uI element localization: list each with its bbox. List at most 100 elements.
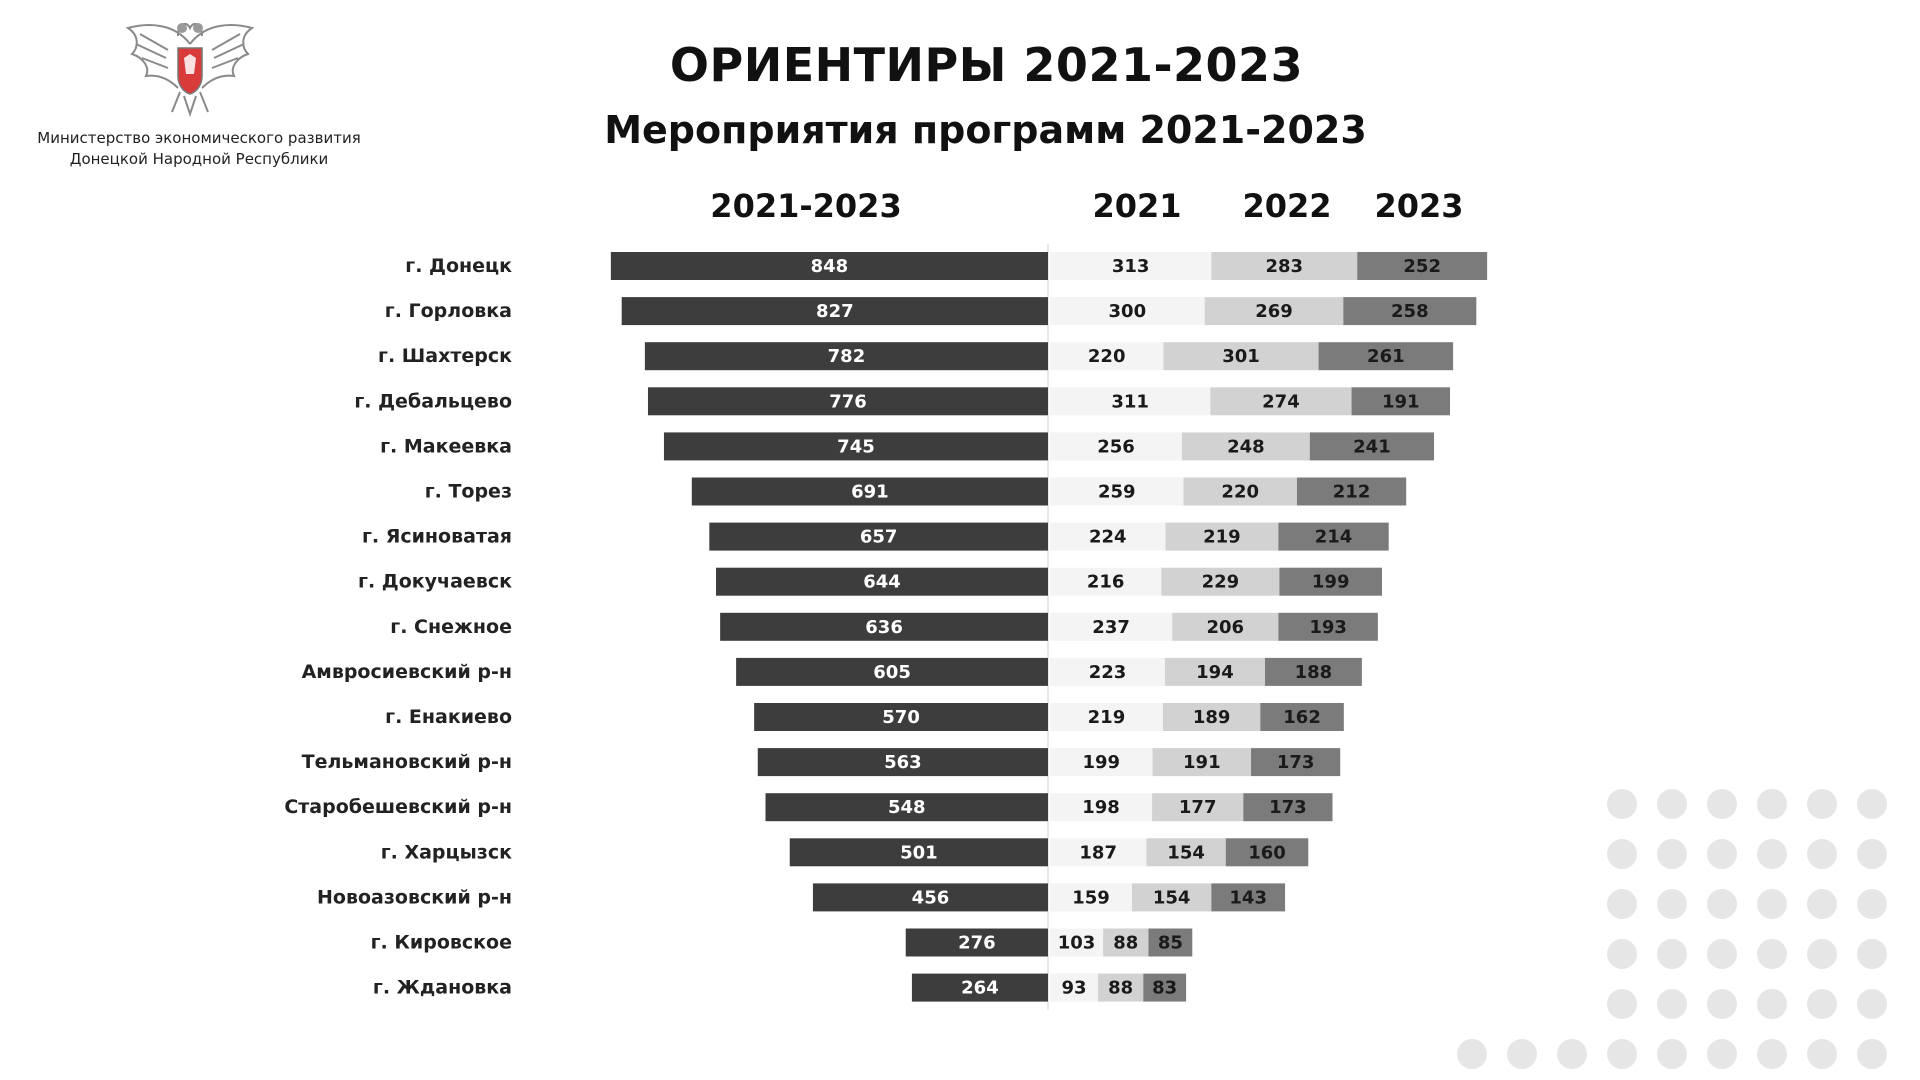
data-label-total: 563 <box>884 752 922 773</box>
bar-total <box>720 612 1048 641</box>
decorative-dot <box>1707 1039 1737 1069</box>
bar-2021 <box>1050 883 1132 912</box>
data-label-2022: 154 <box>1167 842 1205 863</box>
decorative-dot <box>1757 939 1787 969</box>
category-label: г. Енакиево <box>385 706 512 728</box>
ministry-line-1: Министерство экономического развития <box>37 129 361 147</box>
data-label-total: 501 <box>900 842 938 863</box>
data-label-2023: 160 <box>1248 842 1286 863</box>
bar-total <box>621 297 1048 326</box>
decorative-dot <box>1857 889 1887 919</box>
data-label-2021: 187 <box>1079 842 1117 863</box>
decorative-dot <box>1657 1039 1687 1069</box>
decorative-dot <box>1507 1039 1537 1069</box>
chart-row: г. Шахтерск 782 220 301 261 <box>378 342 1454 371</box>
decorative-dot <box>1707 789 1737 819</box>
bar-2021 <box>1050 928 1104 957</box>
data-label-2023: 83 <box>1152 978 1177 999</box>
bar-total <box>716 567 1048 596</box>
bar-total <box>691 477 1048 506</box>
bar-2023 <box>1318 342 1454 371</box>
data-label-2023: 241 <box>1353 436 1391 457</box>
data-label-2023: 188 <box>1295 662 1333 683</box>
data-label-2021: 159 <box>1072 887 1110 908</box>
chart-row: Старобешевский р-н 548 198 177 173 <box>284 793 1333 822</box>
data-label-2023: 214 <box>1315 527 1353 548</box>
data-label-2022: 88 <box>1108 978 1133 999</box>
bar-2021 <box>1050 838 1147 867</box>
data-label-total: 276 <box>958 933 996 954</box>
data-label-2022: 269 <box>1255 301 1293 322</box>
ministry-caption: Министерство экономического развития Дон… <box>20 128 378 170</box>
bar-2022 <box>1097 973 1144 1002</box>
category-label: г. Торез <box>425 481 512 503</box>
page-subtitle: Мероприятия программ 2021-2023 <box>604 108 1367 152</box>
data-label-2022: 220 <box>1221 482 1259 503</box>
data-label-total: 776 <box>829 391 867 412</box>
bar-2022 <box>1172 612 1279 641</box>
data-label-2021: 259 <box>1098 482 1136 503</box>
chart-row: г. Торез 691 259 220 212 <box>425 477 1407 506</box>
data-label-2021: 198 <box>1082 797 1120 818</box>
chart-row: г. Снежное 636 237 206 193 <box>390 612 1378 641</box>
bar-2021 <box>1050 793 1153 822</box>
decorative-dot <box>1757 889 1787 919</box>
decorative-dot <box>1657 839 1687 869</box>
category-label: г. Ясиноватая <box>362 526 512 548</box>
bar-2023 <box>1309 432 1435 461</box>
bar-2021 <box>1050 297 1205 326</box>
decorative-dot <box>1807 1039 1837 1069</box>
bar-2022 <box>1103 928 1149 957</box>
bar-2023 <box>1279 567 1382 596</box>
bar-2021 <box>1050 432 1182 461</box>
data-label-2021: 224 <box>1089 527 1127 548</box>
bar-2021 <box>1050 612 1173 641</box>
decorative-dot <box>1607 1039 1637 1069</box>
bar-2021 <box>1050 342 1164 371</box>
decorative-dot <box>1607 939 1637 969</box>
data-label-2021: 93 <box>1061 978 1086 999</box>
chart-row: Тельмановский р-н 563 199 191 173 <box>302 748 1341 777</box>
decorative-dot <box>1807 839 1837 869</box>
chart-row: г. Кировское 276 103 88 85 <box>371 928 1193 957</box>
bar-2023 <box>1278 522 1389 551</box>
bar-2023 <box>1264 657 1362 686</box>
data-label-2021: 103 <box>1058 933 1096 954</box>
decorative-dot <box>1657 789 1687 819</box>
data-label-2023: 191 <box>1382 391 1420 412</box>
bar-2022 <box>1152 748 1252 777</box>
data-label-2023: 252 <box>1403 256 1441 277</box>
data-label-2023: 212 <box>1333 482 1371 503</box>
bar-total <box>754 703 1048 731</box>
column-header-2023: 2023 <box>1374 187 1464 225</box>
data-label-2023: 162 <box>1283 707 1321 728</box>
bar-2022 <box>1163 342 1319 371</box>
bar-total <box>757 748 1048 777</box>
bar-2021 <box>1050 252 1212 280</box>
category-label: Амвросиевский р-н <box>302 661 512 683</box>
data-label-2021: 199 <box>1083 752 1121 773</box>
data-label-total: 644 <box>863 572 901 593</box>
decorative-dot <box>1757 789 1787 819</box>
decorative-dot <box>1757 839 1787 869</box>
bar-total <box>644 342 1048 371</box>
bar-2023 <box>1357 252 1488 280</box>
decorative-dot <box>1707 989 1737 1019</box>
bar-total <box>765 793 1048 822</box>
bar-2023 <box>1343 297 1477 326</box>
category-label: г. Шахтерск <box>378 345 512 367</box>
bar-total <box>736 657 1048 686</box>
bar-2023 <box>1278 612 1378 641</box>
chart-row: г. Дебальцево 776 311 274 191 <box>354 387 1451 416</box>
bar-2021 <box>1050 657 1165 686</box>
data-label-2021: 219 <box>1088 707 1126 728</box>
chart-row: г. Ждановка 264 93 88 83 <box>373 973 1187 1002</box>
data-label-2021: 216 <box>1087 572 1125 593</box>
data-label-2023: 173 <box>1269 797 1307 818</box>
bar-2022 <box>1211 252 1358 280</box>
decorative-dot <box>1807 889 1837 919</box>
category-label: Новоазовский р-н <box>317 886 512 908</box>
category-label: г. Кировское <box>371 932 512 954</box>
data-label-2022: 301 <box>1222 346 1260 367</box>
decorative-dot <box>1657 989 1687 1019</box>
